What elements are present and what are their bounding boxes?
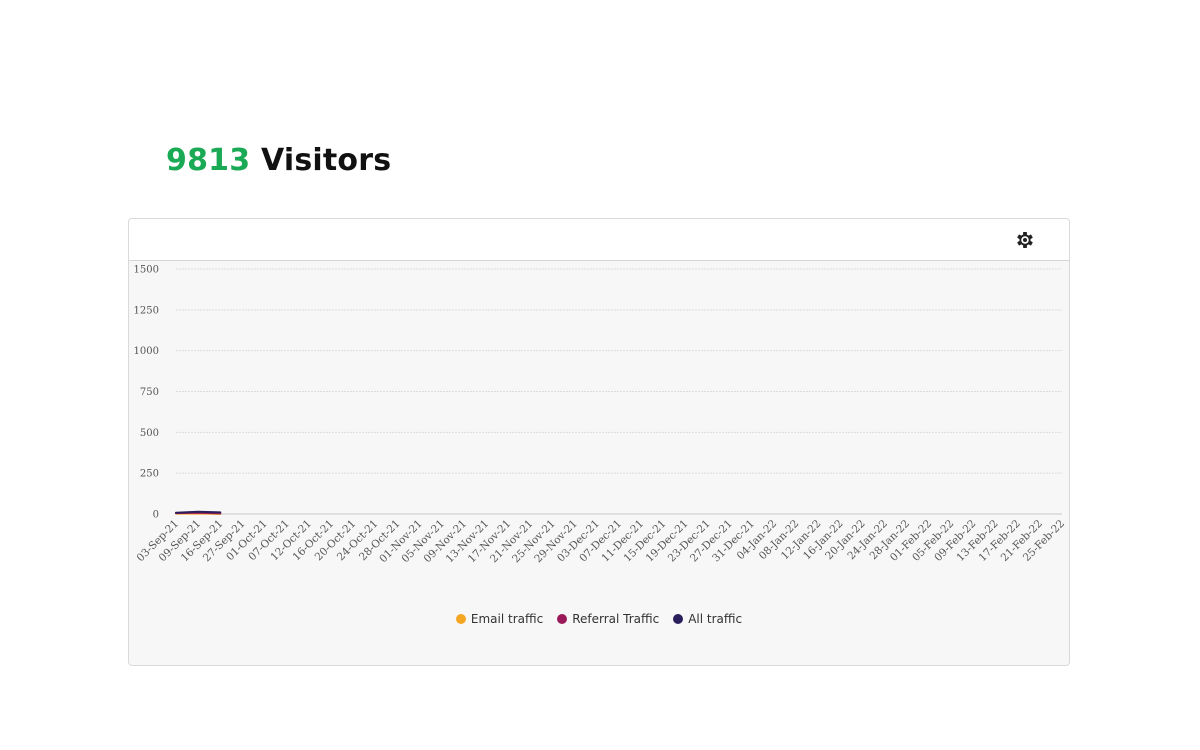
- legend-label: All traffic: [688, 612, 743, 626]
- chart-legend: Email traffic Referral Traffic All traffic: [129, 609, 1069, 629]
- line-chart: 025050075010001250150003-Sep-2109-Sep-21…: [134, 265, 1068, 566]
- gear-icon: [1017, 232, 1033, 248]
- legend-marker-icon: [557, 614, 568, 624]
- y-tick-label: 750: [140, 387, 159, 398]
- legend-label: Referral Traffic: [572, 612, 660, 626]
- legend-item[interactable]: Referral Traffic: [557, 612, 659, 626]
- visitor-label: Visitors: [260, 143, 392, 178]
- legend-marker-icon: [455, 614, 466, 624]
- chart-card-header: [129, 219, 1069, 261]
- y-tick-label: 250: [140, 469, 159, 480]
- page-title: 9813 Visitors: [166, 141, 391, 181]
- series-line: [175, 510, 222, 514]
- y-tick-label: 500: [140, 428, 159, 439]
- y-tick-label: 0: [153, 510, 159, 521]
- legend-label: Email traffic: [470, 612, 544, 626]
- y-tick-label: 1250: [134, 305, 159, 316]
- visitor-count: 9813: [166, 143, 251, 178]
- chart-card: 0 250 500 750 1000 1250 1500 03-Sep-21 09-Sep-21…: [128, 218, 1070, 666]
- settings-button[interactable]: [1015, 230, 1035, 250]
- legend-item[interactable]: All traffic: [673, 612, 742, 626]
- y-tick-label: 1000: [134, 346, 159, 357]
- y-tick-label: 1500: [134, 265, 159, 276]
- legend-item[interactable]: Email traffic: [455, 612, 544, 626]
- legend-marker-icon: [673, 614, 684, 624]
